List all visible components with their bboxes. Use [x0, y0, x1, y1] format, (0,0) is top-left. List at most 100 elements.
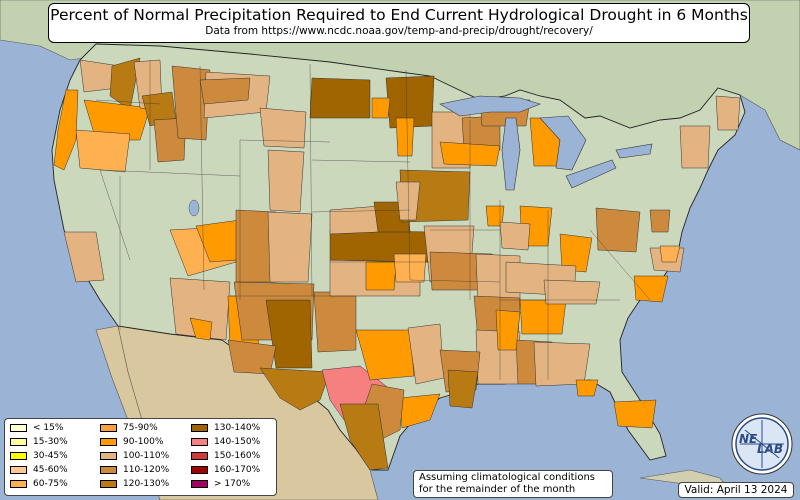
assumption-note: Assuming climatological conditions for t…: [413, 470, 613, 498]
assumption-line-2: for the remainder of the month: [419, 484, 576, 495]
legend-swatch: [10, 465, 27, 474]
region-la-coast: [447, 369, 479, 409]
legend-label: 60-75%: [33, 479, 68, 489]
legend-label: 130-140%: [214, 423, 261, 433]
legend-label: 140-150%: [214, 437, 261, 447]
legend-label: 45-60%: [33, 465, 68, 475]
legend-swatch: [191, 451, 208, 460]
region-ny-2: [659, 245, 681, 263]
map-subtitle: Data from https://www.ncdc.noaa.gov/temp…: [205, 25, 593, 37]
legend-swatch: [191, 465, 208, 474]
legend-item: 45-60%: [10, 465, 68, 475]
lake-ontario: [615, 143, 653, 159]
legend-swatch: [191, 437, 208, 446]
nexlab-logo-text: NE LAB: [731, 413, 793, 475]
legend-label: > 170%: [214, 479, 251, 489]
legend-item: 75-90%: [100, 423, 158, 433]
region-south-carolina: [633, 275, 669, 303]
region-nevada: [63, 231, 105, 283]
legend-swatch: [191, 479, 208, 488]
region-minnesota-s: [395, 117, 415, 157]
legend-label: 150-160%: [214, 451, 261, 461]
legend-item: 150-160%: [191, 451, 260, 461]
region-arizona: [169, 277, 231, 341]
legend-swatch: [100, 479, 117, 488]
lake-michigan: [501, 117, 521, 191]
assumption-line-1: Assuming climatological conditions: [419, 472, 595, 483]
lake-superior: [439, 95, 541, 117]
region-wv: [559, 233, 593, 273]
legend-item: 30-45%: [10, 451, 68, 461]
legend-item: 15-30%: [10, 437, 68, 447]
legend: < 15% 15-30% 30-45% 45-60% 60-75% 75-90%…: [4, 418, 277, 496]
legend-swatch: [100, 451, 117, 460]
region-florida: [613, 399, 657, 429]
region-ok-2: [365, 261, 397, 291]
legend-label: 30-45%: [33, 451, 68, 461]
legend-item: > 170%: [191, 479, 250, 489]
region-newengland: [679, 125, 711, 169]
legend-item: 90-100%: [100, 437, 163, 447]
map-title: Percent of Normal Precipitation Required…: [50, 6, 748, 24]
great-lakes: [439, 95, 653, 191]
legend-label: 100-110%: [123, 451, 170, 461]
region-montana-east: [199, 77, 251, 105]
region-ny: [649, 209, 671, 233]
region-nebraska: [329, 205, 381, 235]
legend-item: 140-150%: [191, 437, 260, 447]
region-colorado-e: [267, 211, 313, 283]
region-tx-west: [259, 367, 331, 411]
region-arizona-s: [189, 317, 213, 341]
region-iowa-2: [395, 181, 421, 221]
legend-swatch: [10, 479, 27, 488]
title-box: Percent of Normal Precipitation Required…: [48, 3, 750, 43]
region-tx-rio: [339, 403, 389, 471]
valid-date: Valid: April 13 2024: [678, 482, 794, 498]
legend-swatch: [100, 465, 117, 474]
region-north-dakota: [309, 77, 371, 119]
legend-label: < 15%: [33, 423, 64, 433]
region-wyoming-e: [267, 149, 305, 213]
drought-regions: [53, 57, 741, 471]
nexlab-logo: [731, 413, 793, 475]
region-tennessee: [519, 299, 567, 335]
legend-swatch: [10, 437, 27, 446]
legend-label: 15-30%: [33, 437, 68, 447]
legend-item: 100-110%: [100, 451, 169, 461]
legend-label: 110-120%: [123, 465, 170, 475]
logo-text-top: NE: [739, 432, 758, 446]
legend-swatch: [100, 437, 117, 446]
region-virginia: [595, 207, 641, 253]
lake-erie: [565, 159, 617, 189]
region-ohio-2: [499, 221, 531, 251]
legend-item: 130-140%: [191, 423, 260, 433]
lake-huron: [539, 115, 587, 171]
region-nd-2: [371, 97, 391, 119]
legend-label: 160-170%: [214, 465, 261, 475]
region-tn-2: [543, 279, 601, 305]
state-boundaries: [95, 60, 651, 380]
region-ga-coast: [575, 379, 599, 397]
legend-label: 75-90%: [123, 423, 158, 433]
legend-item: 160-170%: [191, 465, 260, 475]
legend-item: 60-75%: [10, 479, 68, 489]
region-oregon-coast: [53, 89, 79, 171]
legend-swatch: [100, 423, 117, 432]
legend-swatch: [10, 451, 27, 460]
region-tx-central: [355, 329, 415, 381]
region-oregon: [83, 99, 151, 141]
legend-label: 120-130%: [123, 479, 170, 489]
region-tx-panhandle: [313, 291, 357, 353]
legend-item: < 15%: [10, 423, 63, 433]
legend-swatch: [10, 423, 27, 432]
logo-text-bottom: LAB: [757, 442, 784, 456]
great-salt-lake: [188, 199, 200, 217]
region-wyoming: [259, 107, 307, 149]
region-al-2: [495, 309, 521, 351]
region-georgia: [533, 341, 591, 387]
legend-item: 120-130%: [100, 479, 169, 489]
legend-swatch: [191, 423, 208, 432]
region-maine: [715, 95, 741, 131]
region-oregon-south: [75, 129, 131, 173]
